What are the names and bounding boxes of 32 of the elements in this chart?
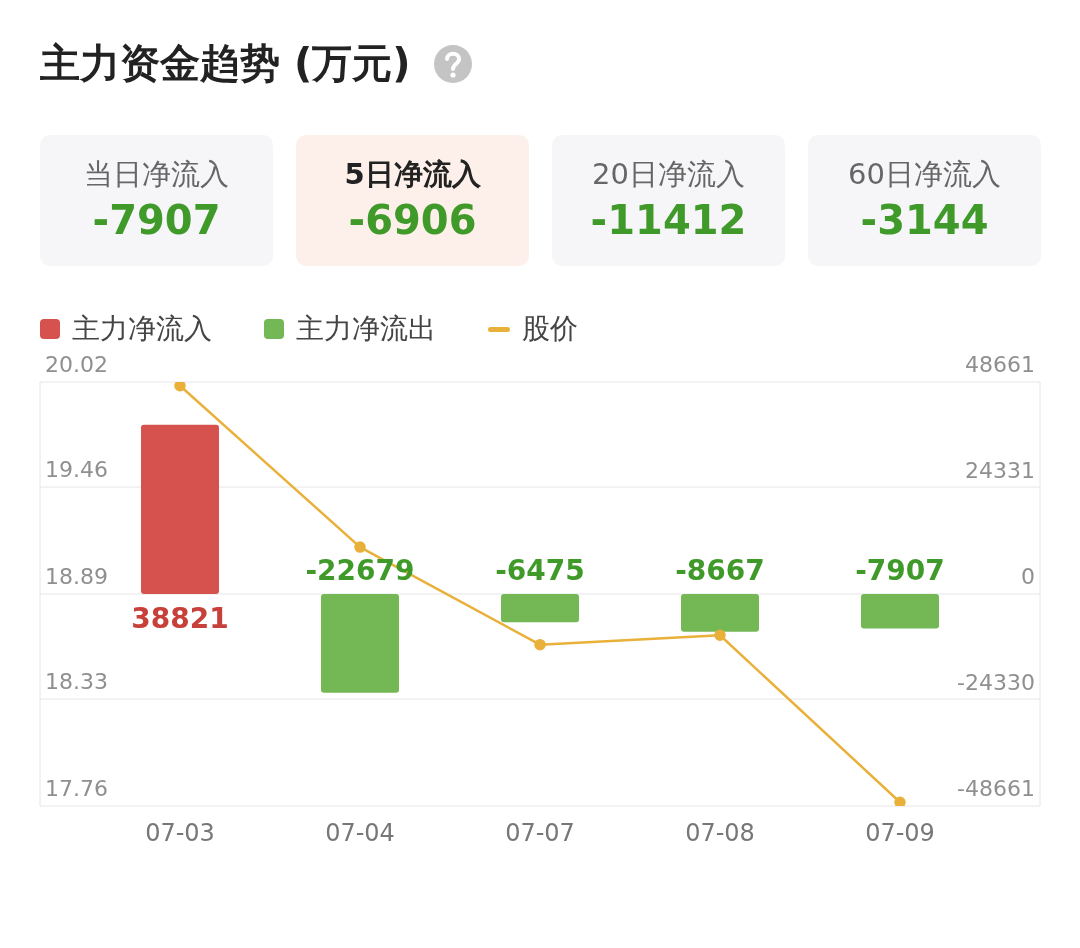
y-tick-label: 20.02 [45, 352, 108, 377]
y-tick-label: 19.46 [45, 457, 108, 483]
x-tick-label: 07-03 [145, 819, 215, 848]
legend-label: 主力净流出 [296, 311, 436, 347]
data-label: -8667 [675, 554, 765, 587]
x-tick-label: 07-09 [865, 819, 935, 848]
chart-title: 主力资金趋势 (万元) [40, 39, 411, 88]
text: -3144 [859, 197, 990, 243]
y-tick-label: 17.76 [45, 776, 108, 801]
legend-label: 股价 [522, 311, 578, 347]
text: -11412 [589, 197, 748, 243]
y2-tick-label: 24331 [965, 458, 1035, 483]
x-tick-label: 07-08 [685, 819, 755, 848]
data-label: -7907 [855, 554, 945, 587]
text: -7907 [91, 197, 222, 243]
text: 60日净流入 [847, 156, 1002, 193]
text: 当日净流入 [83, 156, 230, 193]
data-label: 38821 [131, 602, 229, 635]
x-tick-label: 07-07 [505, 819, 575, 848]
y-tick-label: 18.33 [45, 669, 108, 695]
text: 5日净流入 [343, 156, 482, 193]
y2-tick-label: -48661 [957, 776, 1035, 801]
text: 20日净流入 [591, 156, 746, 193]
x-tick-label: 07-04 [325, 819, 395, 848]
text: -6906 [347, 197, 478, 243]
y2-tick-label: 48661 [965, 352, 1035, 377]
data-label: -22679 [305, 554, 415, 587]
y2-tick-label: -24330 [957, 670, 1035, 695]
legend-label: 主力净流入 [72, 311, 212, 347]
y-tick-label: 18.89 [45, 564, 108, 589]
y2-tick-label: 0 [1021, 564, 1035, 589]
data-label: -6475 [495, 554, 585, 587]
